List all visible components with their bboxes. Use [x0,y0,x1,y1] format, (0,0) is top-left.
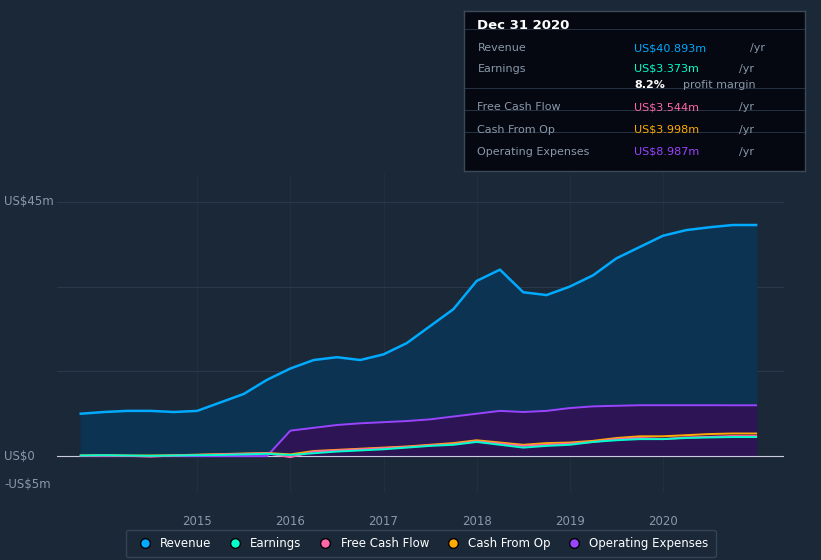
Text: US$3.998m: US$3.998m [635,124,699,134]
Text: US$0: US$0 [4,450,34,463]
Text: -US$5m: -US$5m [4,478,51,491]
Text: US$45m: US$45m [4,195,54,208]
Text: Operating Expenses: Operating Expenses [478,147,589,157]
Text: 2020: 2020 [648,515,678,528]
Text: 2015: 2015 [182,515,212,528]
Text: 2016: 2016 [275,515,305,528]
Text: 2018: 2018 [461,515,492,528]
Text: US$3.544m: US$3.544m [635,102,699,112]
Legend: Revenue, Earnings, Free Cash Flow, Cash From Op, Operating Expenses: Revenue, Earnings, Free Cash Flow, Cash … [126,530,716,557]
Text: /yr: /yr [750,43,765,53]
Text: Dec 31 2020: Dec 31 2020 [478,19,570,32]
Text: US$8.987m: US$8.987m [635,147,699,157]
Text: /yr: /yr [739,102,754,112]
Text: US$40.893m: US$40.893m [635,43,706,53]
Text: 2019: 2019 [555,515,585,528]
Text: US$3.373m: US$3.373m [635,64,699,74]
Text: Cash From Op: Cash From Op [478,124,555,134]
Text: 2017: 2017 [369,515,398,528]
Text: profit margin: profit margin [682,80,755,90]
Text: Earnings: Earnings [478,64,526,74]
Text: 8.2%: 8.2% [635,80,665,90]
Text: /yr: /yr [739,64,754,74]
Text: Revenue: Revenue [478,43,526,53]
Text: /yr: /yr [739,124,754,134]
Text: Free Cash Flow: Free Cash Flow [478,102,561,112]
Text: /yr: /yr [739,147,754,157]
